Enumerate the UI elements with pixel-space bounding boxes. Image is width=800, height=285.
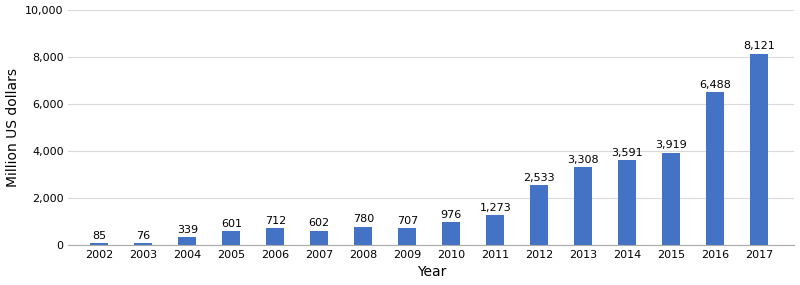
Text: 602: 602 <box>309 219 330 229</box>
Bar <box>90 243 108 245</box>
Bar <box>662 153 680 245</box>
Text: 6,488: 6,488 <box>699 80 731 90</box>
Bar <box>222 231 240 245</box>
Bar <box>134 243 152 245</box>
Bar <box>574 167 592 245</box>
Text: 601: 601 <box>221 219 242 229</box>
Bar <box>178 237 196 245</box>
Bar <box>442 222 460 245</box>
Bar <box>266 228 284 245</box>
Text: 1,273: 1,273 <box>479 203 511 213</box>
Bar <box>530 185 548 245</box>
Text: 8,121: 8,121 <box>743 41 775 52</box>
Y-axis label: Million US dollars: Million US dollars <box>6 68 19 187</box>
Bar <box>706 92 724 245</box>
X-axis label: Year: Year <box>417 265 446 280</box>
Text: 780: 780 <box>353 214 374 224</box>
Bar <box>398 228 416 245</box>
Text: 712: 712 <box>265 216 286 226</box>
Text: 85: 85 <box>92 231 106 241</box>
Text: 3,308: 3,308 <box>567 155 599 165</box>
Text: 76: 76 <box>136 231 150 241</box>
Text: 3,919: 3,919 <box>655 141 687 150</box>
Bar <box>310 231 328 245</box>
Bar <box>486 215 504 245</box>
Text: 976: 976 <box>441 210 462 220</box>
Text: 339: 339 <box>177 225 198 235</box>
Bar <box>618 160 636 245</box>
Bar <box>354 227 372 245</box>
Text: 707: 707 <box>397 216 418 226</box>
Text: 3,591: 3,591 <box>611 148 643 158</box>
Bar <box>750 54 768 245</box>
Text: 2,533: 2,533 <box>523 173 555 183</box>
